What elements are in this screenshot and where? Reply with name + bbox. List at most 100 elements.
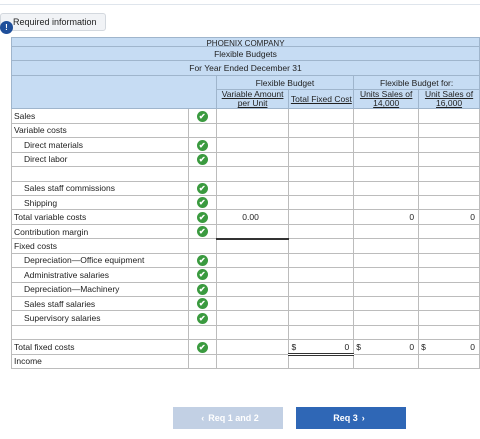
input-depmach-fixed[interactable] <box>288 281 355 298</box>
col-variable-amount-per-unit: Variable Amount per Unit <box>215 89 290 110</box>
input-dm-14000[interactable] <box>353 137 420 153</box>
total-variable-14000: 0 <box>353 209 420 225</box>
input-sup-variable[interactable] <box>215 310 290 326</box>
input-ssc-variable[interactable] <box>215 180 290 196</box>
prev-req-label: Req 1 and 2 <box>208 413 259 423</box>
input-blank-1-16000[interactable] <box>418 166 480 182</box>
input-cm-16000[interactable] <box>418 223 480 240</box>
input-blank-2-label[interactable] <box>11 324 189 341</box>
input-sup-14000[interactable] <box>353 310 420 326</box>
input-varcosts-14000[interactable] <box>353 122 420 139</box>
input-varcosts-fixed[interactable] <box>288 122 355 139</box>
check-icon: ✔ <box>196 182 208 194</box>
input-admin-16000[interactable] <box>418 267 480 283</box>
input-sales-16000[interactable] <box>418 108 480 124</box>
table-row: Variable costs <box>11 122 480 139</box>
input-blank-2-14000[interactable] <box>353 324 420 341</box>
input-admin-14000[interactable] <box>353 267 420 283</box>
check-icon: ✔ <box>196 139 208 151</box>
input-dl-14000[interactable] <box>353 151 420 168</box>
group-flexible-budget: Flexible Budget <box>215 74 355 91</box>
row-label-sales-staff-salaries: Sales staff salaries <box>11 295 189 312</box>
input-blank-1-label[interactable] <box>11 166 189 182</box>
table-row: Fixed costs <box>11 238 480 254</box>
table-row: Contribution margin ✔ <box>11 223 480 240</box>
input-depoff-14000[interactable] <box>353 252 420 269</box>
input-cm-variable[interactable] <box>215 223 290 240</box>
currency-symbol: $ <box>291 342 297 353</box>
input-ssc-14000[interactable] <box>353 180 420 196</box>
total-variable-16000: 0 <box>418 209 480 225</box>
table-row <box>11 166 480 182</box>
row-label-fixed-costs: Fixed costs <box>11 238 189 254</box>
input-dm-16000[interactable] <box>418 137 480 153</box>
input-sss-fixed[interactable] <box>288 295 355 312</box>
col-total-fixed-cost: Total Fixed Cost <box>288 89 355 110</box>
check-icon: ✔ <box>196 312 208 324</box>
required-information-label: Required information <box>13 17 97 27</box>
next-req-button[interactable]: Req 3 › <box>296 407 406 429</box>
input-income-fixed[interactable] <box>288 353 355 370</box>
input-dm-variable[interactable] <box>215 137 290 153</box>
input-fc-14000[interactable] <box>353 238 420 254</box>
total-fixed-cost-cell: $ 0 <box>288 339 355 356</box>
input-ship-variable[interactable] <box>215 194 290 211</box>
input-sup-fixed[interactable] <box>288 310 355 326</box>
currency-symbol: $ <box>421 342 426 353</box>
required-information-tab[interactable]: ! Required information <box>0 13 106 34</box>
input-cm-14000[interactable] <box>353 223 420 240</box>
table-row: Sales ✔ <box>11 108 480 124</box>
input-depoff-16000[interactable] <box>418 252 480 269</box>
input-fc-variable[interactable] <box>215 238 290 254</box>
input-varcosts-16000[interactable] <box>418 122 480 139</box>
input-dl-16000[interactable] <box>418 151 480 168</box>
input-varcosts-variable[interactable] <box>215 122 290 139</box>
total-fixed-16000-cell: $ 0 <box>418 339 480 355</box>
row-label-direct-labor: Direct labor <box>11 151 189 168</box>
check-icon: ✔ <box>196 269 208 281</box>
input-admin-fixed[interactable] <box>288 267 355 283</box>
input-ssc-fixed[interactable] <box>288 180 355 196</box>
input-sss-14000[interactable] <box>353 295 420 312</box>
input-depmach-variable[interactable] <box>215 281 290 298</box>
col-units-16000: Unit Sales of 16,000 <box>418 89 480 110</box>
input-sales-variable[interactable] <box>215 108 290 124</box>
input-dm-fixed[interactable] <box>288 137 355 153</box>
input-admin-variable[interactable] <box>215 267 290 283</box>
input-blank-2-fixed[interactable] <box>288 324 355 341</box>
row-label-sales-staff-commissions: Sales staff commissions <box>11 180 189 196</box>
input-ship-16000[interactable] <box>418 194 480 211</box>
input-depmach-16000[interactable] <box>418 281 480 298</box>
input-blank-1-variable[interactable] <box>215 166 290 182</box>
prev-req-button[interactable]: ‹ Req 1 and 2 <box>173 407 283 429</box>
input-blank-1-14000[interactable] <box>353 166 420 182</box>
input-blank-1-fixed[interactable] <box>288 166 355 182</box>
input-sss-variable[interactable] <box>215 295 290 312</box>
input-dl-variable[interactable] <box>215 151 290 168</box>
input-income-variable[interactable] <box>215 353 290 370</box>
input-depoff-fixed[interactable] <box>288 252 355 269</box>
input-fc-fixed[interactable] <box>288 238 355 254</box>
chevron-right-icon: › <box>361 413 365 423</box>
input-sup-16000[interactable] <box>418 310 480 326</box>
input-depmach-14000[interactable] <box>353 281 420 298</box>
input-sales-14000[interactable] <box>353 108 420 124</box>
input-ship-14000[interactable] <box>353 194 420 211</box>
input-tvc-fixed[interactable] <box>288 209 355 225</box>
row-label-depreciation-office: Depreciation—Office equipment <box>11 252 189 269</box>
input-blank-2-16000[interactable] <box>418 324 480 341</box>
input-depoff-variable[interactable] <box>215 252 290 269</box>
input-cm-fixed[interactable] <box>288 223 355 240</box>
input-ssc-16000[interactable] <box>418 180 480 196</box>
input-sss-16000[interactable] <box>418 295 480 312</box>
input-dl-fixed[interactable] <box>288 151 355 168</box>
table-row <box>11 324 480 341</box>
input-sales-fixed[interactable] <box>288 108 355 124</box>
col-fixed-label: Total Fixed Cost <box>290 93 352 104</box>
input-ship-fixed[interactable] <box>288 194 355 211</box>
input-income-16000[interactable] <box>418 353 480 370</box>
input-fc-16000[interactable] <box>418 238 480 254</box>
input-income-14000[interactable] <box>353 353 420 370</box>
input-blank-2-variable[interactable] <box>215 324 290 341</box>
input-tfc-variable[interactable] <box>215 339 290 355</box>
